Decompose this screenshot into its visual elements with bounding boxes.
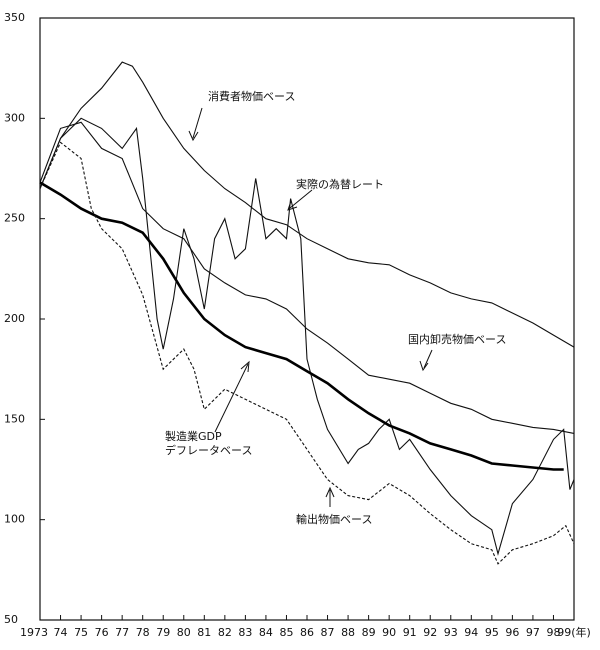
x-tick-label: 86 [300,626,314,639]
x-tick-label: 98 [546,626,560,639]
series-label: 消費者物価ベース [208,90,296,103]
x-tick-label: 87 [321,626,335,639]
x-tick-label: 75 [74,626,88,639]
y-tick-label: 200 [4,312,25,325]
x-tick-label: 82 [218,626,232,639]
x-tick-label: 94 [464,626,478,639]
series-label: 国内卸売物価ベース [408,333,507,346]
series-line [39,141,575,565]
y-tick-label: 300 [4,111,25,124]
series-label: 製造業GDP デフレータベース [165,430,253,457]
x-tick-label: 77 [115,626,129,639]
x-tick-label: 84 [259,626,273,639]
annotation-arrows [188,107,433,507]
series-label: 輸出物価ベース [296,513,373,526]
series-line [39,61,575,348]
x-tick-label: 79 [156,626,170,639]
y-tick-label: 50 [4,613,18,626]
x-tick-label: 85 [279,626,293,639]
x-tick-label: 89 [362,626,376,639]
x-tick-label: 1973 [20,626,48,639]
x-tick-label: 78 [136,626,150,639]
y-tick-label: 150 [4,412,25,425]
x-tick-label: 88 [341,626,355,639]
series-line [39,181,564,471]
y-tick-label: 100 [4,513,25,526]
x-tick-label: 96 [505,626,519,639]
series-line [39,121,575,434]
x-tick-label: 97 [526,626,540,639]
x-tick-label: 76 [95,626,109,639]
x-tick-label: 81 [197,626,211,639]
x-tick-label: 92 [423,626,437,639]
y-tick-label: 350 [4,11,25,24]
plot-frame [39,17,575,621]
x-tick-label: 90 [382,626,396,639]
x-tick-label: 99(年) [557,625,591,639]
y-tick-label: 250 [4,212,25,225]
x-tick-label: 91 [403,626,417,639]
x-tick-label: 83 [238,626,252,639]
x-tick-label: 74 [54,626,68,639]
series-line [39,117,575,556]
x-tick-label: 80 [177,626,191,639]
x-tick-label: 95 [485,626,499,639]
x-tick-label: 93 [444,626,458,639]
series-label: 実際の為替レート [296,178,384,191]
